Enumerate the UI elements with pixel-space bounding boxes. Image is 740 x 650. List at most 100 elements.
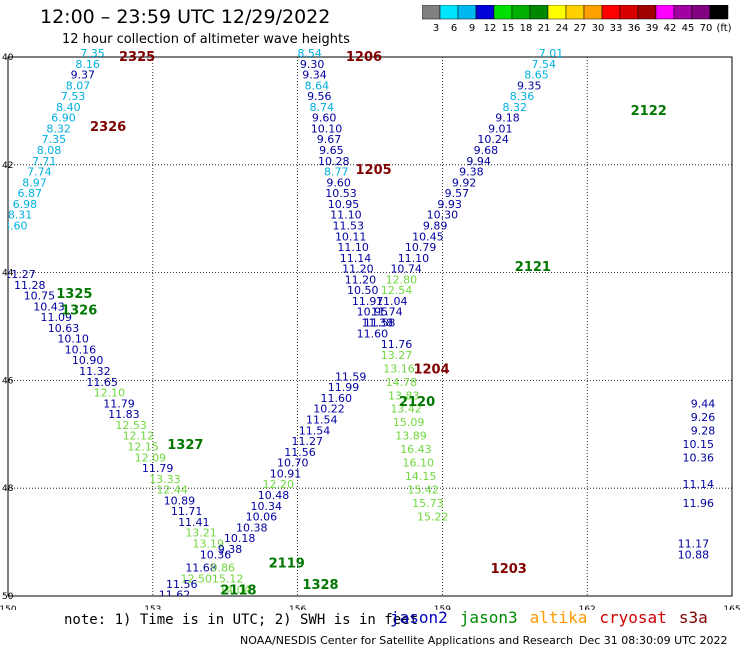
pass-label: 2325 — [119, 50, 155, 65]
wave-height-value: 11.83 — [108, 408, 140, 421]
wave-height-value: 8.60 — [3, 219, 28, 232]
pass-label: 1327 — [167, 438, 203, 453]
color-scale-bar: 3 6 9 12 15 18 21 24 27 30 33 36 39 42 45 70 (ft) — [422, 5, 732, 34]
wave-height-value: 10.90 — [72, 354, 104, 367]
wave-height-value: 8.32 — [503, 101, 528, 114]
colorbar-swatch — [709, 5, 729, 20]
wave-height-value: 14.04 — [219, 583, 251, 596]
wave-height-value: 10.11 — [335, 230, 367, 243]
colorbar-label: 18 — [520, 23, 533, 34]
wave-height-value: 10.18 — [224, 532, 256, 545]
wave-height-value: 13.42 — [390, 403, 422, 416]
wave-height-value: 9.89 — [423, 219, 448, 232]
satellite-legend: jason2 jason3 altika cryosat s3a — [390, 608, 720, 627]
colorbar-label: 30 — [592, 23, 605, 34]
wave-height-value: 9.34 — [302, 69, 327, 82]
wave-height-value: 11.04 — [376, 295, 408, 308]
pass-label: 2119 — [269, 557, 305, 572]
wave-height-value: 8.97 — [22, 176, 47, 189]
lon-tick-label: 150 — [0, 605, 17, 610]
wave-height-value: 13.19 — [193, 537, 225, 550]
wave-height-value: 6.87 — [17, 187, 42, 200]
wave-height-value: 16.10 — [403, 457, 435, 470]
wave-height-value: 16.43 — [400, 443, 432, 456]
pass-label: 1326 — [61, 303, 97, 318]
legend-item-jason3: jason3 — [459, 608, 518, 627]
wave-height-value: 9.60 — [326, 176, 351, 189]
wave-height-value: 11.17 — [678, 537, 710, 550]
colorbar-label: (ft) — [716, 23, 731, 34]
colorbar-label: 15 — [502, 23, 515, 34]
wave-height-value: 12.10 — [94, 387, 126, 400]
wave-height-value: 8.54 — [297, 47, 322, 60]
wave-height-value: 8.16 — [75, 58, 100, 71]
wave-height-value: 11.27 — [292, 435, 324, 448]
wave-height-value: 8.74 — [309, 101, 334, 114]
wave-height-value: 11.79 — [103, 397, 135, 410]
wave-height-value: 9.60 — [312, 112, 337, 125]
wave-height-value: 10.95 — [357, 306, 389, 319]
wave-height-value: 9.30 — [300, 58, 325, 71]
wave-height-value: 7.53 — [61, 90, 86, 103]
map-frame — [7, 56, 733, 597]
wave-height-value: 9.57 — [445, 187, 470, 200]
lon-tick-label: 162 — [579, 605, 596, 610]
lon-tick-label: 156 — [289, 605, 306, 610]
wave-height-value: 11.60 — [357, 327, 389, 340]
wave-height-value: 15.12 — [212, 573, 244, 586]
wave-height-value: 9.01 — [488, 122, 513, 135]
pass-label: 1325 — [56, 287, 92, 302]
colorbar-label: 6 — [451, 23, 457, 34]
legend-item-cryosat: cryosat — [599, 608, 667, 627]
wave-height-value: 8.07 — [66, 79, 91, 92]
wave-height-value: 6.33 — [560, 15, 585, 28]
wave-height-value: 13.27 — [381, 349, 413, 362]
pass-label: 2120 — [399, 395, 435, 410]
wave-height-value: 12.15 — [127, 440, 159, 453]
wave-height-value: 14.78 — [386, 376, 418, 389]
wave-height-value: 10.24 — [477, 133, 509, 146]
wave-height-value: 12.54 — [381, 284, 413, 297]
wave-height-value: 12.12 — [123, 430, 155, 443]
pass-label: 2326 — [90, 120, 126, 135]
wave-height-value: 10.50 — [347, 284, 379, 297]
wave-height-value: 7.71 — [32, 155, 57, 168]
wave-height-value: 10.38 — [236, 521, 268, 534]
wave-height-value: 9.44 — [691, 397, 716, 410]
colorbar-label: 39 — [646, 23, 659, 34]
wave-height-value: 10.45 — [412, 230, 444, 243]
lon-tick-label: 153 — [144, 605, 161, 610]
wave-height-value: 11.41 — [178, 516, 210, 529]
wave-height-value: 13.83 — [388, 389, 420, 402]
colorbar-label: 33 — [610, 23, 623, 34]
lat-tick-label: 50 — [2, 592, 14, 602]
wave-height-value: 11.59 — [335, 370, 367, 383]
wave-height-value: 11.38 — [361, 317, 393, 330]
generation-timestamp: Dec 31 08:30:09 UTC 2022 — [579, 634, 728, 647]
wave-height-value: 4.60 — [568, 4, 593, 17]
colorbar-label: 36 — [628, 23, 641, 34]
wave-height-value: 13.33 — [149, 473, 181, 486]
wave-height-value: 9.26 — [691, 411, 716, 424]
wave-height-value: 7.35 — [80, 47, 105, 60]
wave-height-value: 11.56 — [284, 446, 316, 459]
wave-height-value: 10.43 — [33, 300, 65, 313]
wave-height-value: 9.38 — [459, 166, 484, 179]
wave-height-value: 7.01 — [539, 47, 564, 60]
pass-label: 1203 — [491, 562, 527, 577]
wave-height-value: 8.64 — [305, 79, 330, 92]
wave-height-value: 10.22 — [313, 403, 345, 416]
wave-height-value: 9.68 — [474, 144, 499, 157]
wave-height-value: 10.74 — [390, 263, 422, 276]
wave-height-value: 7.35 — [42, 133, 67, 146]
wave-height-value: 13.21 — [185, 527, 217, 540]
wave-height-value: 9.38 — [218, 543, 243, 556]
wave-height-value: 11.99 — [328, 381, 360, 394]
pass-label: 1206 — [346, 50, 382, 65]
wave-height-value: 11.74 — [371, 306, 403, 319]
wave-height-value: 8.32 — [46, 122, 71, 135]
wave-height-value: 11.09 — [41, 311, 73, 324]
wave-height-value: 10.28 — [318, 155, 350, 168]
wave-height-value: 7.74 — [27, 166, 52, 179]
wave-height-value: 10.06 — [246, 511, 278, 524]
